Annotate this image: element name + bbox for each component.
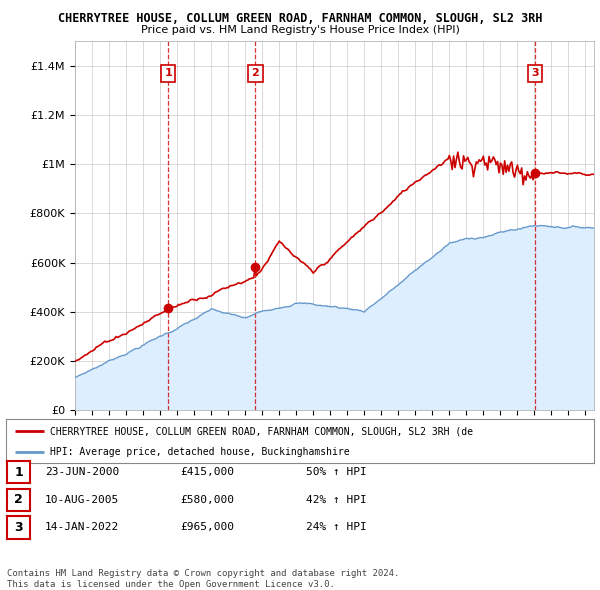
Text: Price paid vs. HM Land Registry's House Price Index (HPI): Price paid vs. HM Land Registry's House …: [140, 25, 460, 35]
Text: 24% ↑ HPI: 24% ↑ HPI: [306, 523, 367, 532]
Text: CHERRYTREE HOUSE, COLLUM GREEN ROAD, FARNHAM COMMON, SLOUGH, SL2 3RH (de: CHERRYTREE HOUSE, COLLUM GREEN ROAD, FAR…: [50, 427, 473, 436]
Text: £415,000: £415,000: [180, 467, 234, 477]
Text: 50% ↑ HPI: 50% ↑ HPI: [306, 467, 367, 477]
Text: 3: 3: [532, 68, 539, 78]
Text: 42% ↑ HPI: 42% ↑ HPI: [306, 495, 367, 504]
Text: 10-AUG-2005: 10-AUG-2005: [45, 495, 119, 504]
Text: 2: 2: [251, 68, 259, 78]
Text: CHERRYTREE HOUSE, COLLUM GREEN ROAD, FARNHAM COMMON, SLOUGH, SL2 3RH: CHERRYTREE HOUSE, COLLUM GREEN ROAD, FAR…: [58, 12, 542, 25]
Text: 2: 2: [14, 493, 23, 506]
Text: 1: 1: [164, 68, 172, 78]
Text: Contains HM Land Registry data © Crown copyright and database right 2024.
This d: Contains HM Land Registry data © Crown c…: [7, 569, 400, 589]
Text: £580,000: £580,000: [180, 495, 234, 504]
Text: HPI: Average price, detached house, Buckinghamshire: HPI: Average price, detached house, Buck…: [50, 447, 350, 457]
Text: 23-JUN-2000: 23-JUN-2000: [45, 467, 119, 477]
Text: 1: 1: [14, 466, 23, 478]
Text: 3: 3: [14, 521, 23, 534]
Text: £965,000: £965,000: [180, 523, 234, 532]
Text: 14-JAN-2022: 14-JAN-2022: [45, 523, 119, 532]
